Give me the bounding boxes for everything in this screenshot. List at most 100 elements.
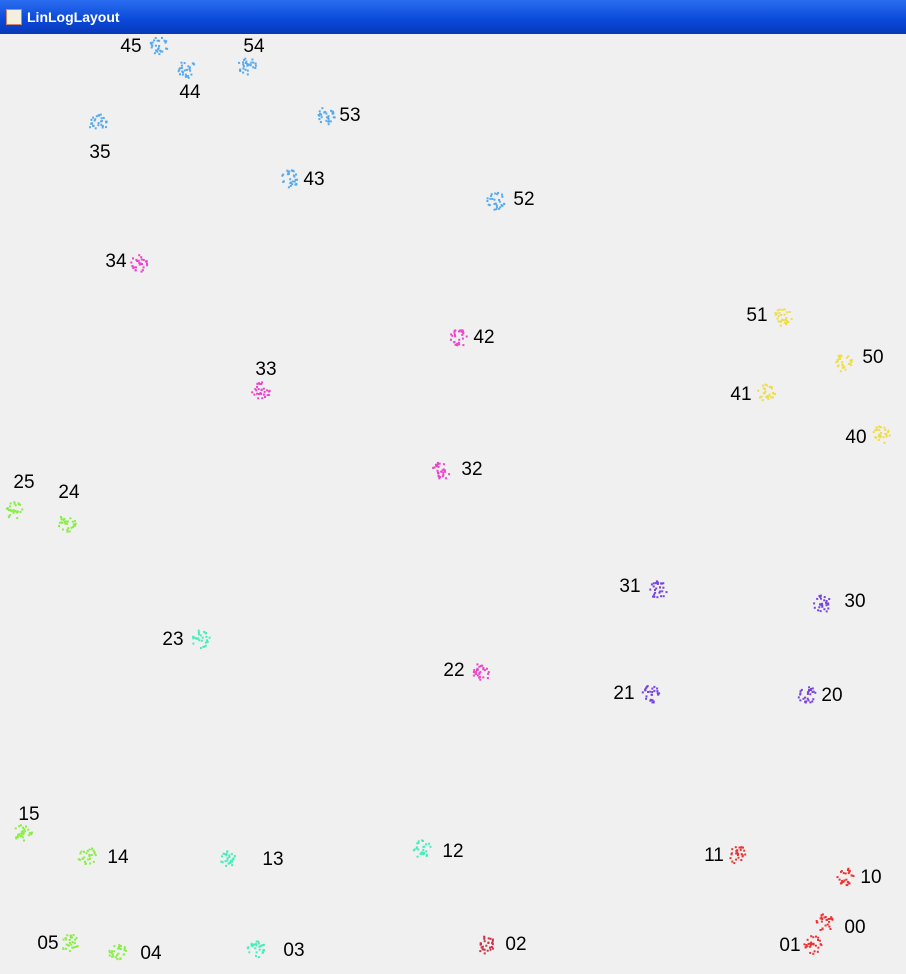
node-dot bbox=[197, 631, 200, 634]
node-dot bbox=[119, 945, 122, 947]
node-label: 25 bbox=[13, 472, 34, 493]
node-dot bbox=[179, 73, 181, 76]
node-dot bbox=[65, 943, 68, 946]
node-dot bbox=[461, 333, 464, 336]
node-dot bbox=[827, 607, 830, 610]
node-dot bbox=[142, 258, 145, 261]
node-dot bbox=[260, 382, 263, 385]
node-dot bbox=[62, 947, 65, 950]
node-dot bbox=[69, 950, 72, 953]
node-dot bbox=[482, 668, 485, 671]
node-dot bbox=[224, 853, 227, 856]
node-dot bbox=[816, 950, 819, 953]
node-dot bbox=[437, 471, 440, 474]
node-dot bbox=[254, 62, 257, 65]
node-dot bbox=[88, 848, 91, 851]
node-dot bbox=[417, 842, 420, 845]
node-dot bbox=[806, 945, 809, 948]
node-dot bbox=[89, 857, 91, 860]
node-dot bbox=[18, 833, 21, 836]
node-dot bbox=[503, 203, 506, 206]
node-dot bbox=[6, 507, 9, 509]
node-dot bbox=[780, 320, 783, 323]
node-dot bbox=[24, 830, 27, 833]
node-dot bbox=[810, 941, 813, 944]
node-dot bbox=[805, 700, 808, 703]
node-label: 21 bbox=[613, 683, 634, 704]
node-dot bbox=[486, 677, 489, 680]
node-dot bbox=[778, 308, 781, 311]
node-dot bbox=[189, 69, 192, 72]
node-dot bbox=[665, 591, 668, 594]
node-dot bbox=[327, 117, 330, 120]
node-dot bbox=[656, 596, 659, 599]
node-dot bbox=[91, 847, 93, 850]
node-label: 42 bbox=[473, 327, 494, 348]
node-dot bbox=[65, 520, 68, 523]
node-dot bbox=[288, 170, 291, 173]
node-dot bbox=[242, 65, 245, 68]
node-dot bbox=[839, 370, 842, 373]
node-dot bbox=[239, 70, 242, 72]
node-dot bbox=[645, 697, 648, 700]
node-dot bbox=[741, 855, 744, 858]
node-dot bbox=[850, 361, 853, 364]
node-dot bbox=[71, 520, 74, 523]
node-dot bbox=[262, 943, 265, 946]
node-dot bbox=[188, 66, 191, 69]
node-dot bbox=[115, 956, 118, 959]
node-dot bbox=[137, 259, 140, 262]
node-dot bbox=[27, 828, 30, 831]
node-dot bbox=[293, 175, 296, 178]
node-dot bbox=[442, 468, 445, 471]
node-dot bbox=[841, 363, 844, 366]
node-dot bbox=[476, 663, 479, 666]
node-dot bbox=[320, 116, 323, 119]
node-dot bbox=[760, 395, 763, 398]
node-dot bbox=[478, 665, 481, 668]
node-cluster bbox=[472, 663, 490, 681]
node-label: 30 bbox=[844, 591, 865, 612]
node-dot bbox=[101, 126, 104, 129]
node-dot bbox=[461, 337, 464, 340]
node-dot bbox=[483, 935, 486, 938]
node-dot bbox=[226, 859, 229, 862]
node-dot bbox=[494, 202, 497, 205]
node-dot bbox=[800, 688, 803, 691]
node-dot bbox=[501, 193, 503, 196]
node-dot bbox=[644, 689, 647, 692]
node-dot bbox=[879, 426, 882, 429]
node-dot bbox=[244, 57, 247, 60]
node-dot bbox=[20, 834, 23, 837]
node-dot bbox=[453, 334, 456, 336]
node-dot bbox=[478, 676, 481, 679]
node-dot bbox=[438, 462, 441, 465]
node-dot bbox=[765, 395, 768, 398]
node-dot bbox=[75, 936, 78, 939]
node-dot bbox=[786, 320, 788, 322]
node-dot bbox=[838, 878, 841, 881]
node-dot bbox=[812, 942, 815, 945]
node-dot bbox=[487, 937, 490, 940]
node-dot bbox=[477, 674, 479, 677]
node-dot bbox=[255, 951, 258, 954]
node-dot bbox=[116, 954, 119, 957]
node-dot bbox=[156, 50, 159, 53]
node-dot bbox=[887, 429, 890, 432]
node-label: 54 bbox=[243, 36, 265, 57]
node-dot bbox=[848, 362, 851, 365]
window-title: LinLogLayout bbox=[27, 9, 120, 25]
node-dot bbox=[116, 958, 119, 961]
node-label: 32 bbox=[461, 459, 482, 480]
node-dot bbox=[448, 473, 451, 476]
node-dot bbox=[21, 508, 24, 511]
node-dot bbox=[105, 126, 107, 129]
node-dot bbox=[263, 393, 265, 396]
node-dot bbox=[68, 938, 71, 941]
node-dot bbox=[735, 852, 738, 855]
node-dot bbox=[231, 864, 234, 867]
node-dot bbox=[83, 850, 85, 853]
node-dot bbox=[141, 263, 143, 265]
app-icon bbox=[6, 9, 22, 25]
node-dot bbox=[20, 832, 23, 835]
